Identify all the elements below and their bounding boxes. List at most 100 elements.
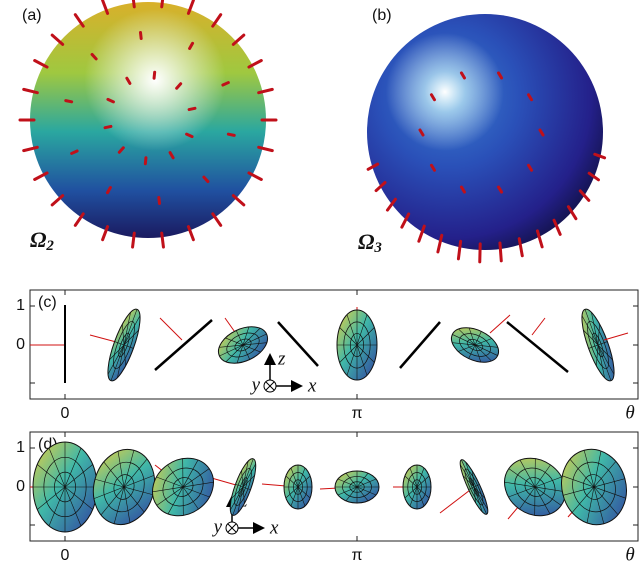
arrow	[105, 186, 112, 195]
arrow-field	[18, 0, 607, 264]
arrow	[456, 239, 463, 261]
axis-label: x	[307, 375, 317, 396]
arrow	[187, 106, 197, 112]
arrow	[578, 189, 591, 202]
arrow	[185, 132, 194, 139]
arrow	[188, 41, 195, 50]
arrow	[22, 145, 39, 153]
axis-label: x	[269, 517, 279, 538]
mesh-line	[167, 459, 199, 515]
ellipsoid	[459, 459, 489, 515]
arrow	[517, 237, 524, 258]
axis-into-page	[265, 381, 275, 391]
ellipsoid	[32, 441, 98, 533]
arrow	[101, 0, 110, 15]
ellipsoid	[229, 458, 257, 516]
arrow	[429, 163, 436, 172]
arrow	[436, 233, 444, 254]
mesh-line	[452, 342, 498, 348]
x-tick-label: 0	[61, 405, 70, 422]
mesh-line	[337, 478, 377, 496]
ellipsoid	[92, 448, 156, 526]
arrow	[103, 124, 113, 130]
ellipsoid	[217, 326, 269, 364]
arrow	[152, 70, 157, 80]
arrow	[497, 185, 504, 194]
y-tick-label: 1	[16, 439, 25, 456]
arrow	[125, 76, 132, 85]
arrow	[527, 163, 534, 172]
arrow	[117, 146, 125, 154]
arrow	[257, 87, 274, 95]
axis-label: y	[212, 516, 223, 537]
mesh-line	[231, 475, 255, 499]
arrow	[211, 13, 223, 28]
ellipsoid	[402, 464, 432, 510]
symbol: Ω3	[358, 229, 382, 256]
axis-label: z	[277, 348, 286, 369]
arrow	[593, 152, 607, 160]
arrow	[106, 97, 115, 104]
symbol-letter: Ω	[30, 227, 47, 252]
arrow	[50, 194, 65, 207]
panel-label: (b)	[372, 7, 392, 24]
arrow	[535, 229, 544, 249]
arrow	[33, 171, 49, 181]
mesh-line	[109, 329, 139, 361]
arrow	[33, 59, 49, 69]
spin-line	[159, 317, 183, 341]
arrow	[202, 175, 210, 184]
x-tick-label: π	[351, 547, 362, 564]
ellipsoid	[504, 457, 566, 517]
mesh-line	[285, 475, 311, 499]
axis-label: y	[250, 374, 261, 395]
panel-label: (c)	[38, 294, 57, 311]
arrow	[257, 145, 274, 153]
arrow	[527, 93, 534, 102]
arrow	[73, 212, 85, 227]
arrow	[90, 52, 98, 61]
axis-into-page	[227, 523, 237, 533]
mesh-line	[225, 328, 261, 362]
mesh-line	[339, 327, 375, 363]
arrow	[168, 151, 175, 160]
y-tick-label: 0	[16, 478, 25, 495]
arrow	[497, 71, 504, 80]
ellipsoid	[152, 457, 214, 517]
arrow	[50, 33, 65, 46]
arrow	[366, 162, 380, 171]
arrow	[143, 156, 148, 166]
mesh-line	[504, 481, 566, 493]
arrow	[566, 205, 578, 221]
arrow	[211, 212, 223, 227]
arrow	[221, 81, 230, 87]
arrow	[64, 99, 74, 104]
arrow	[385, 197, 397, 212]
arrow	[400, 212, 411, 229]
arrow	[459, 185, 466, 194]
ellipsoid	[336, 309, 378, 381]
mesh-line	[93, 475, 155, 499]
arrow	[160, 231, 165, 249]
arrow	[157, 196, 161, 205]
arrow	[160, 0, 165, 9]
y-tick-label: 1	[16, 297, 25, 314]
x-tick-label: θ	[625, 544, 634, 565]
arrow	[374, 180, 387, 193]
x-tick-label: π	[351, 405, 362, 422]
mesh-line	[472, 471, 476, 503]
panel-c: (c) 1 0 0 π θ yzx	[16, 289, 639, 423]
mesh-line	[37, 464, 93, 510]
arrow	[417, 224, 426, 243]
symbol: Ω2	[30, 227, 54, 254]
arrow	[139, 31, 143, 40]
arrow	[226, 132, 236, 137]
mesh-line	[571, 461, 617, 513]
symbol-subscript: 2	[45, 238, 54, 254]
spin-line	[531, 317, 546, 336]
ellipsoid-edge	[506, 321, 569, 373]
arrow	[131, 231, 136, 249]
mesh-line	[596, 324, 600, 366]
arrow	[175, 82, 183, 90]
arrow	[552, 218, 562, 236]
